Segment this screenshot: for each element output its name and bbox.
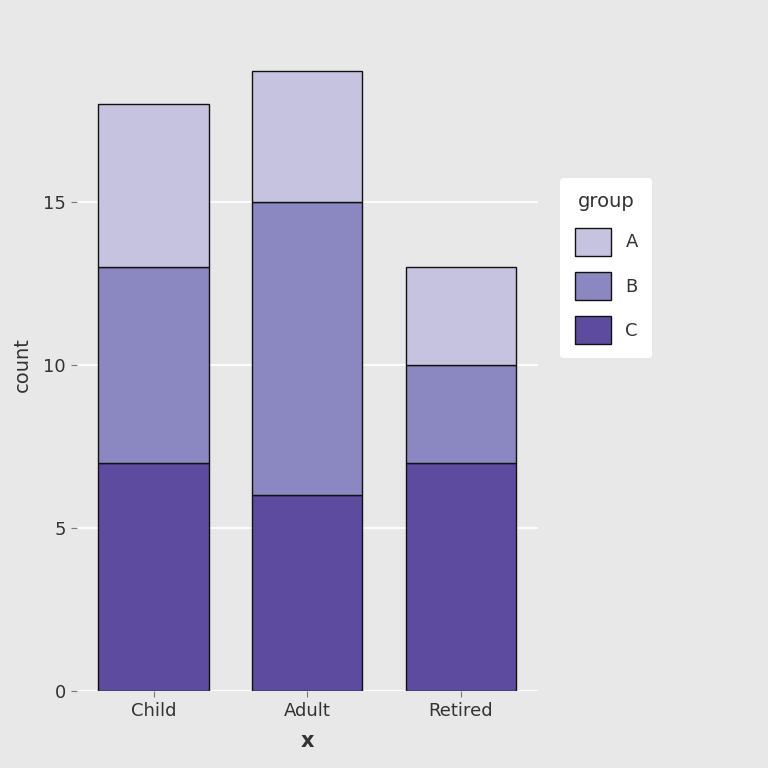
Legend: A, B, C: A, B, C (561, 178, 652, 359)
Bar (252, 495, 362, 691)
Bar (98, 267, 209, 462)
X-axis label: x: x (300, 731, 314, 751)
Bar (406, 267, 516, 365)
Bar (406, 462, 516, 691)
Y-axis label: count: count (13, 337, 31, 392)
Bar (252, 71, 362, 201)
Bar (98, 104, 209, 267)
Bar (406, 365, 516, 462)
Bar (98, 462, 209, 691)
Bar (252, 202, 362, 495)
